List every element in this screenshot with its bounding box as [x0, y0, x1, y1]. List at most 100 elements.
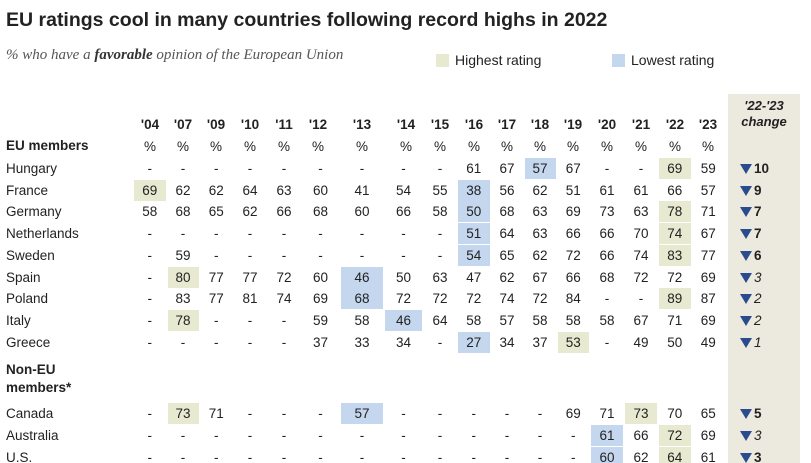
value-cell: 77: [242, 269, 258, 285]
change-value: 2: [754, 291, 762, 307]
title: EU ratings cool in many countries follow…: [6, 9, 608, 31]
value-cell: 72: [659, 425, 691, 446]
value-cell: 58: [565, 313, 581, 328]
column-header: '23: [698, 117, 718, 132]
value-cell: -: [247, 226, 253, 241]
value-cell: 63: [276, 182, 292, 198]
row-name: Italy: [6, 313, 31, 328]
value-cell: -: [359, 226, 365, 241]
value-cell: -: [180, 226, 186, 241]
change-value: 3: [754, 269, 762, 285]
change-value: 3: [754, 449, 762, 463]
row-name: Australia: [6, 428, 59, 443]
column-header: '19: [563, 117, 583, 132]
value-cell: -: [537, 449, 543, 463]
column-header: '16: [464, 117, 484, 132]
value-cell: 66: [565, 226, 581, 241]
unit-label: %: [176, 139, 189, 154]
value-cell: 60: [312, 182, 329, 198]
value-cell: -: [247, 313, 253, 328]
value-cell: -: [180, 449, 186, 463]
change-cell: 7: [740, 201, 796, 222]
value-cell: 34: [499, 334, 515, 350]
change-value: 10: [754, 160, 770, 176]
unit-label: %: [399, 139, 412, 154]
value-cell: 54: [395, 182, 412, 198]
value-cell: 54: [458, 244, 490, 266]
value-cell: 72: [395, 291, 412, 307]
value-cell: -: [437, 428, 443, 443]
value-cell: 62: [499, 269, 515, 285]
row-name: Greece: [6, 334, 51, 350]
row-name: Hungary: [6, 160, 58, 176]
legend-swatch: [612, 54, 625, 67]
value-cell: -: [281, 313, 287, 328]
row-name: Netherlands: [6, 226, 79, 241]
value-cell: 47: [466, 269, 482, 285]
value-cell: -: [318, 160, 323, 176]
value-cell: -: [359, 247, 365, 263]
change-cell: 6: [740, 245, 796, 266]
value-cell: 66: [633, 428, 649, 443]
value-cell: 72: [565, 247, 581, 263]
value-cell: -: [638, 291, 644, 307]
value-cell: -: [604, 334, 610, 350]
value-cell: 64: [499, 226, 515, 241]
subtitle-text: % who have a: [6, 47, 95, 63]
value-cell: 74: [499, 291, 515, 307]
legend-label: Lowest rating: [631, 52, 715, 68]
change-header: change: [741, 114, 787, 129]
down-arrow: [740, 250, 752, 261]
value-cell: 67: [700, 226, 716, 241]
unit-label: %: [634, 139, 647, 154]
value-cell: 73: [625, 403, 657, 425]
change-value: 5: [754, 406, 762, 422]
value-cell: 61: [599, 182, 615, 198]
value-cell: 62: [532, 182, 548, 198]
value-cell: -: [214, 313, 219, 328]
unit-label: %: [533, 139, 546, 154]
value-cell: -: [437, 160, 443, 176]
change-cell: 3: [740, 425, 796, 446]
value-cell: -: [147, 247, 153, 263]
unit-label: %: [277, 139, 290, 154]
value-cell: -: [318, 428, 323, 443]
change-value: 3: [754, 428, 762, 443]
value-cell: -: [147, 313, 153, 328]
value-cell: -: [214, 226, 219, 241]
value-cell: 64: [242, 182, 258, 198]
value-cell: -: [147, 291, 153, 307]
value-cell: 58: [466, 313, 482, 328]
down-arrow: [740, 163, 752, 174]
value-cell: -: [471, 449, 477, 463]
down-arrow: [740, 207, 752, 218]
value-cell: -: [147, 428, 153, 443]
value-cell: -: [537, 406, 543, 422]
value-cell: -: [247, 406, 253, 422]
value-cell: -: [638, 160, 644, 176]
change-cell: 1: [740, 332, 796, 353]
value-cell: 87: [700, 291, 716, 307]
down-arrow: [740, 294, 752, 305]
value-cell: 61: [591, 425, 623, 446]
value-cell: 58: [599, 313, 615, 328]
value-cell: 68: [599, 269, 615, 285]
value-cell: -: [604, 291, 610, 307]
value-cell: 68: [312, 204, 329, 220]
value-cell: 63: [532, 226, 548, 241]
value-cell: -: [180, 160, 186, 176]
unit-label: %: [243, 139, 256, 154]
value-cell: 73: [599, 204, 615, 220]
row-name: Canada: [6, 406, 54, 422]
change-cell: 3: [740, 267, 796, 288]
value-cell: 37: [532, 334, 548, 350]
value-cell: 69: [659, 157, 691, 179]
value-cell: 60: [354, 204, 370, 220]
value-cell: 69: [565, 406, 581, 422]
value-cell: 71: [599, 406, 615, 422]
column-header: '11: [275, 117, 293, 132]
value-cell: 65: [208, 204, 224, 220]
value-cell: -: [147, 449, 153, 463]
legend-label: Highest rating: [455, 52, 542, 68]
